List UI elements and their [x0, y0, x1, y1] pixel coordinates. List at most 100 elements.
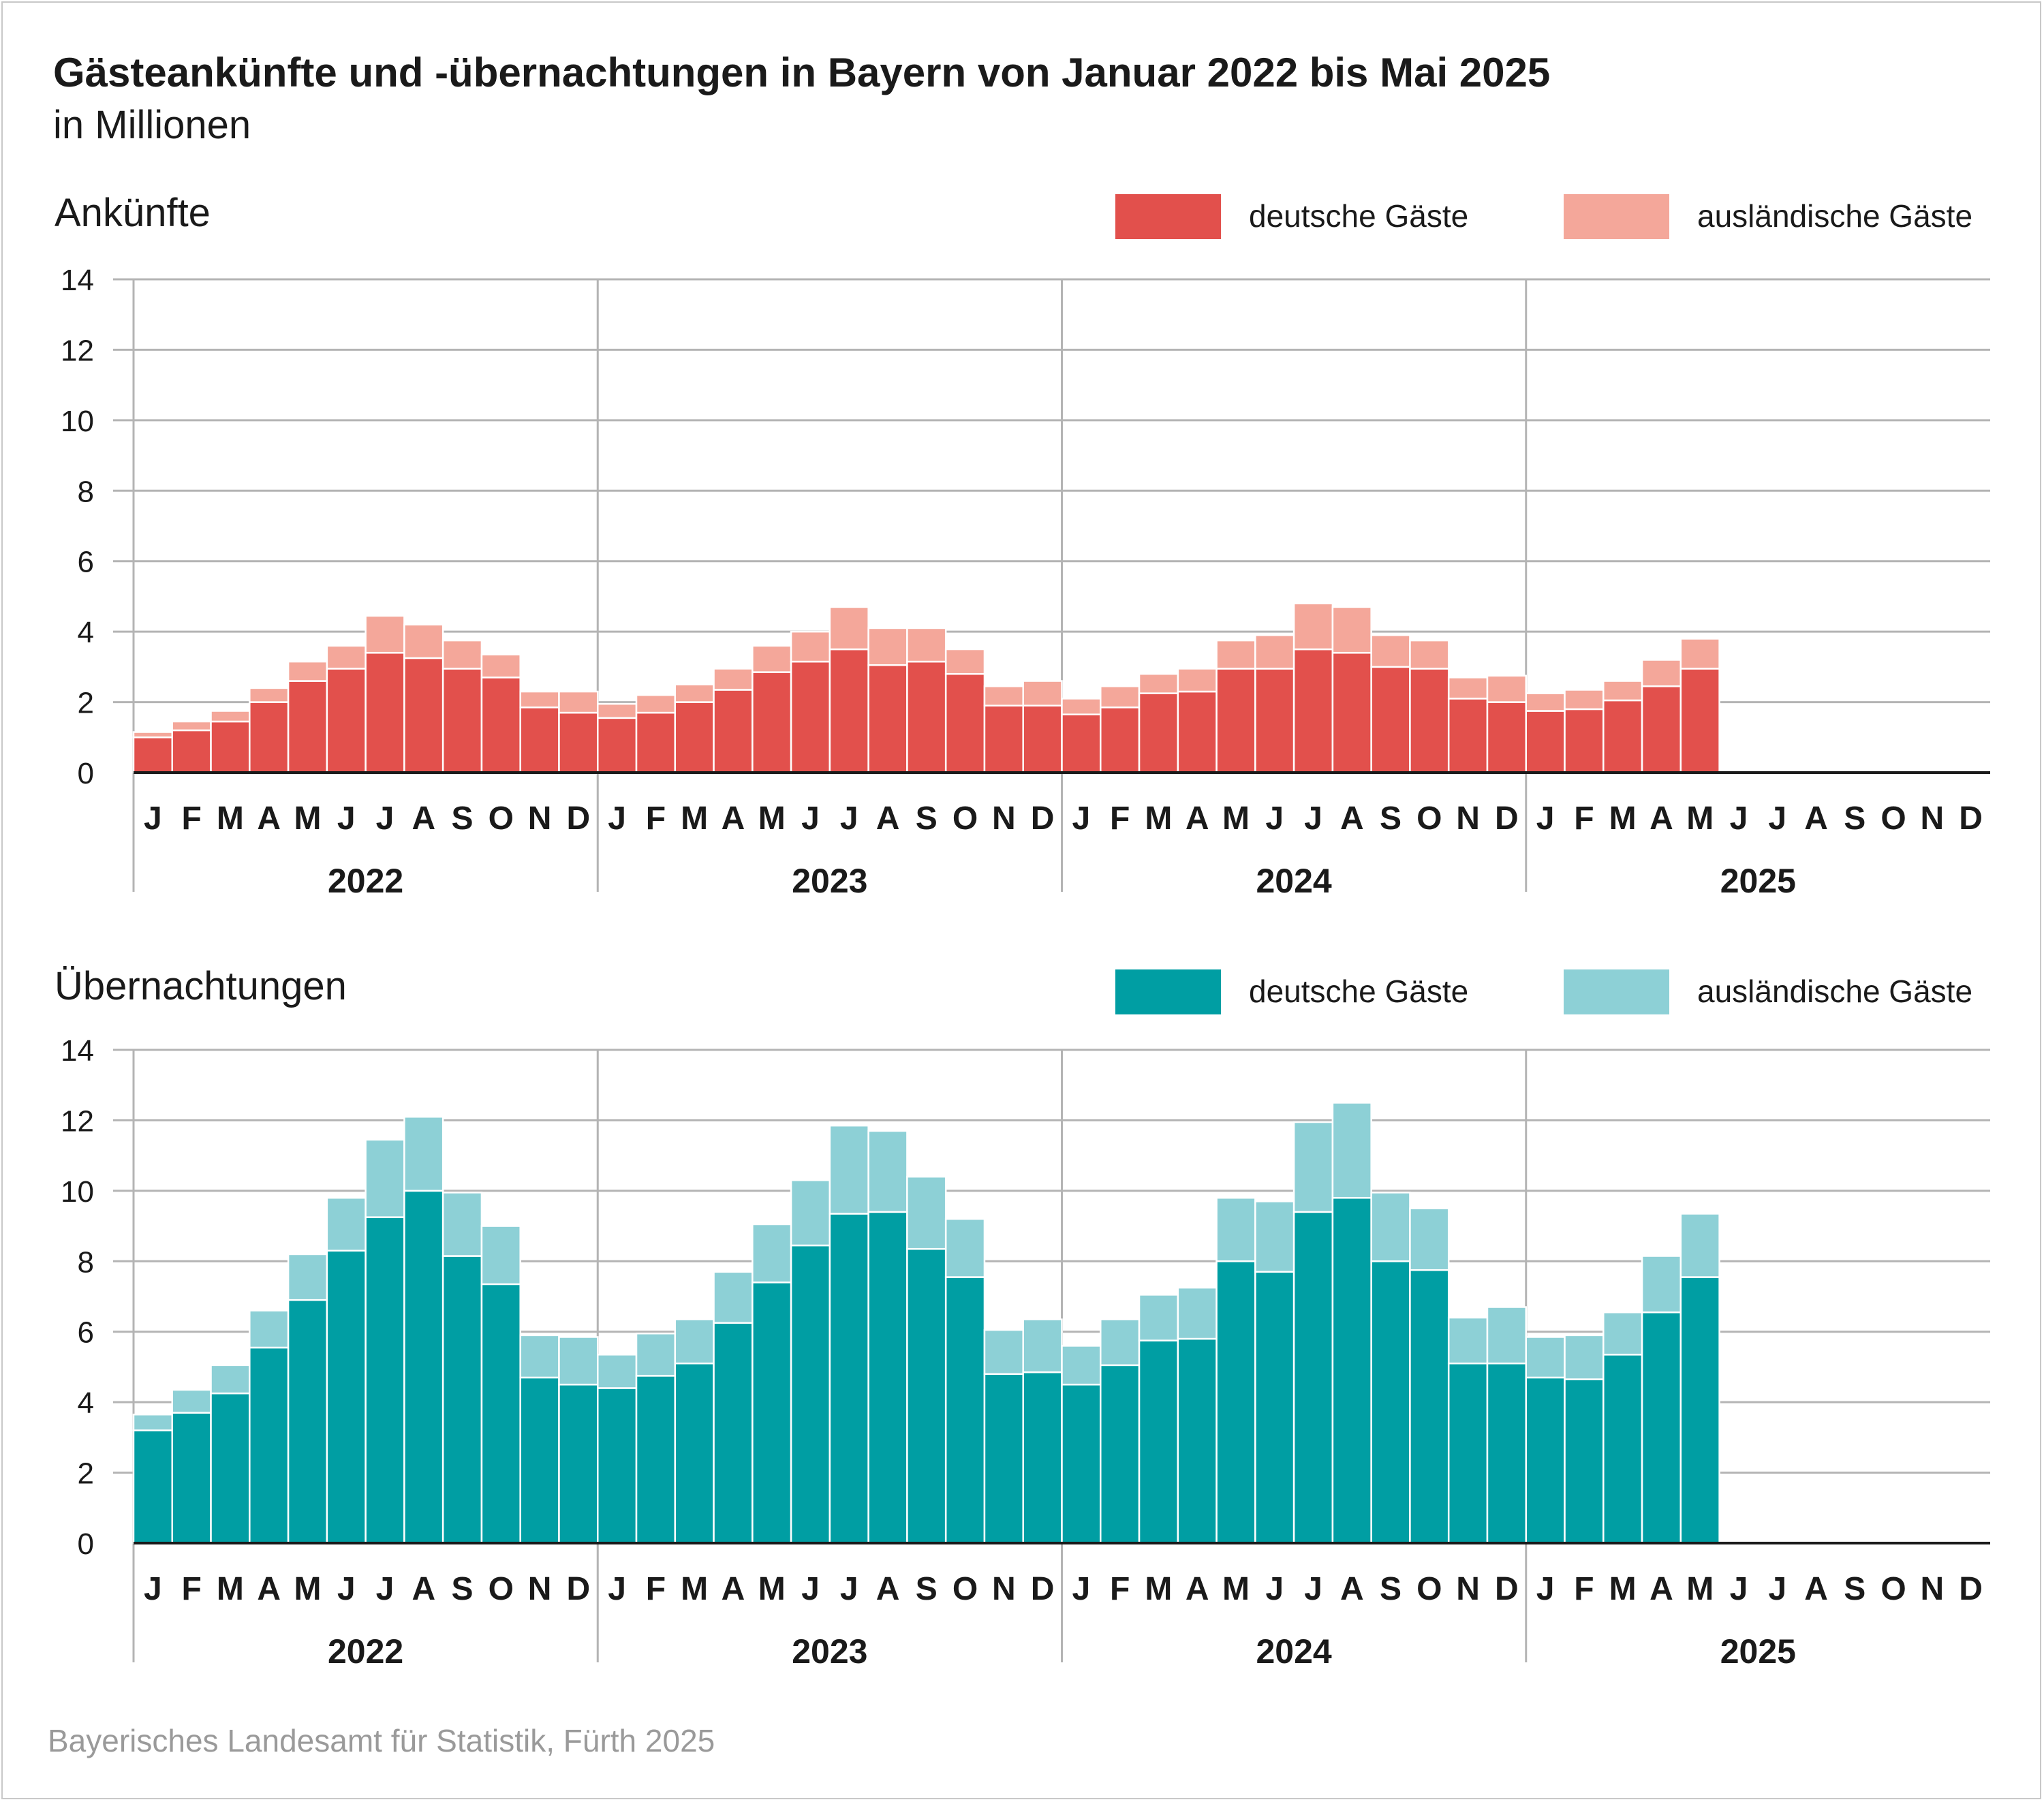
nights-month-label: O [1880, 1571, 1906, 1607]
nights-bar-domestic [1215, 1260, 1256, 1544]
arrivals-bar-domestic [558, 711, 599, 774]
arrivals-bar-foreign [752, 644, 792, 673]
arrivals-bar-domestic [132, 736, 174, 774]
nights-month-label: F [646, 1571, 666, 1607]
nights-bar-domestic [171, 1412, 212, 1544]
arrivals-bar-domestic [944, 672, 986, 774]
nights-legend-swatch-1 [1564, 969, 1669, 1014]
nights-bar-foreign [249, 1309, 290, 1349]
nights-bar-foreign [1602, 1311, 1643, 1356]
nights-bar-domestic [1641, 1311, 1682, 1544]
nights-ytick-label: 2 [78, 1457, 94, 1491]
nights-bar-foreign [867, 1130, 908, 1213]
arrivals-month-label: N [1921, 801, 1945, 837]
arrivals-bar-domestic [287, 680, 328, 774]
arrivals-bar-domestic [403, 657, 444, 774]
arrivals-bar-domestic [1138, 692, 1179, 774]
arrivals-month-label: A [876, 801, 900, 837]
nights-bar-domestic [1679, 1276, 1720, 1544]
nights-bar-domestic [249, 1346, 290, 1544]
nights-legend-label-0: deutsche Gäste [1249, 974, 1468, 1009]
arrivals-legend-swatch-1 [1564, 194, 1669, 239]
nights-month-label: J [1768, 1571, 1786, 1607]
arrivals-bar-foreign [1177, 668, 1218, 693]
nights-month-label: A [1340, 1571, 1364, 1607]
arrivals-panel: Ankünfte deutsche Gäste ausländische Gäste… [55, 191, 1990, 900]
nights-month-label: N [1921, 1571, 1945, 1607]
nights-bar-domestic [1138, 1339, 1179, 1544]
nights-month-label: S [1844, 1571, 1865, 1607]
nights-bar-foreign [1641, 1255, 1682, 1314]
nights-bar-domestic [906, 1247, 947, 1544]
arrivals-bar-foreign [1679, 638, 1720, 670]
nights-bar-foreign [1447, 1316, 1489, 1365]
arrivals-year-label: 2025 [1720, 862, 1796, 900]
nights-month-label: S [452, 1571, 474, 1607]
nights-month-label: O [489, 1571, 514, 1607]
nights-year-label: 2025 [1720, 1632, 1796, 1671]
arrivals-bar-foreign [249, 687, 290, 703]
nights-bar-domestic [829, 1213, 869, 1544]
nights-bar-foreign [829, 1124, 869, 1215]
nights-month-label: J [376, 1571, 394, 1607]
arrivals-bar-domestic [635, 711, 677, 774]
arrivals-bar-foreign [326, 644, 367, 670]
arrivals-month-label: M [1145, 801, 1172, 837]
arrivals-bar-domestic [1177, 690, 1218, 774]
nights-bar-domestic [287, 1299, 328, 1544]
nights-panel: Übernachtungen deutsche Gäste ausländische… [55, 964, 1990, 1671]
arrivals-bar-foreign [132, 731, 174, 739]
nights-month-label: A [1186, 1571, 1209, 1607]
arrivals-bar-foreign [403, 623, 444, 659]
nights-bar-domestic [1022, 1371, 1063, 1544]
arrivals-bar-domestic [1679, 668, 1720, 774]
nights-bar-foreign [480, 1225, 521, 1286]
nights-bar-domestic [1602, 1354, 1643, 1544]
arrivals-month-label: M [1222, 801, 1250, 837]
arrivals-bar-foreign [171, 720, 212, 732]
arrivals-bar-domestic [442, 668, 483, 774]
nights-month-label: J [1072, 1571, 1091, 1607]
arrivals-month-label: J [1730, 801, 1748, 837]
arrivals-month-label: J [840, 801, 858, 837]
nights-bar-domestic [674, 1363, 715, 1544]
arrivals-bar-domestic [1254, 668, 1295, 774]
nights-bar-domestic [558, 1384, 599, 1544]
nights-month-label: J [1304, 1571, 1322, 1607]
chart-subtitle: in Millionen [53, 103, 251, 147]
nights-ytick-label: 6 [78, 1316, 94, 1350]
arrivals-bar-foreign [1138, 672, 1179, 694]
arrivals-bar-foreign [558, 690, 599, 714]
nights-ytick-label: 12 [61, 1104, 94, 1138]
arrivals-month-label: S [452, 801, 474, 837]
nights-bar-foreign [1564, 1334, 1605, 1380]
nights-bar-foreign [674, 1318, 715, 1365]
arrivals-bar-foreign [519, 690, 560, 709]
nights-month-label: F [1110, 1571, 1130, 1607]
nights-bar-domestic [365, 1216, 405, 1544]
arrivals-bar-foreign [480, 653, 521, 679]
arrivals-bar-foreign [713, 668, 754, 691]
arrivals-month-label: J [144, 801, 162, 837]
arrivals-month-label: D [1495, 801, 1519, 837]
nights-month-label: N [1456, 1571, 1480, 1607]
arrivals-bar-foreign [944, 648, 986, 675]
nights-bar-foreign [1525, 1336, 1566, 1379]
arrivals-month-label: S [916, 801, 938, 837]
nights-bar-domestic [713, 1322, 754, 1544]
nights-bar-domestic [403, 1190, 444, 1544]
arrivals-month-label: M [294, 801, 321, 837]
arrivals-bar-domestic [1486, 701, 1528, 774]
nights-bar-foreign [635, 1333, 677, 1377]
nights-panel-title: Übernachtungen [55, 964, 347, 1008]
nights-bar-domestic [1100, 1364, 1141, 1544]
arrivals-bar-foreign [365, 615, 405, 654]
arrivals-month-label: N [528, 801, 552, 837]
arrivals-bar-domestic [519, 706, 560, 774]
arrivals-month-label: S [1380, 801, 1402, 837]
nights-month-label: S [1380, 1571, 1402, 1607]
arrivals-month-label: M [681, 801, 708, 837]
arrivals-bar-domestic [906, 660, 947, 774]
nights-bar-foreign [906, 1175, 947, 1250]
nights-month-label: J [337, 1571, 356, 1607]
